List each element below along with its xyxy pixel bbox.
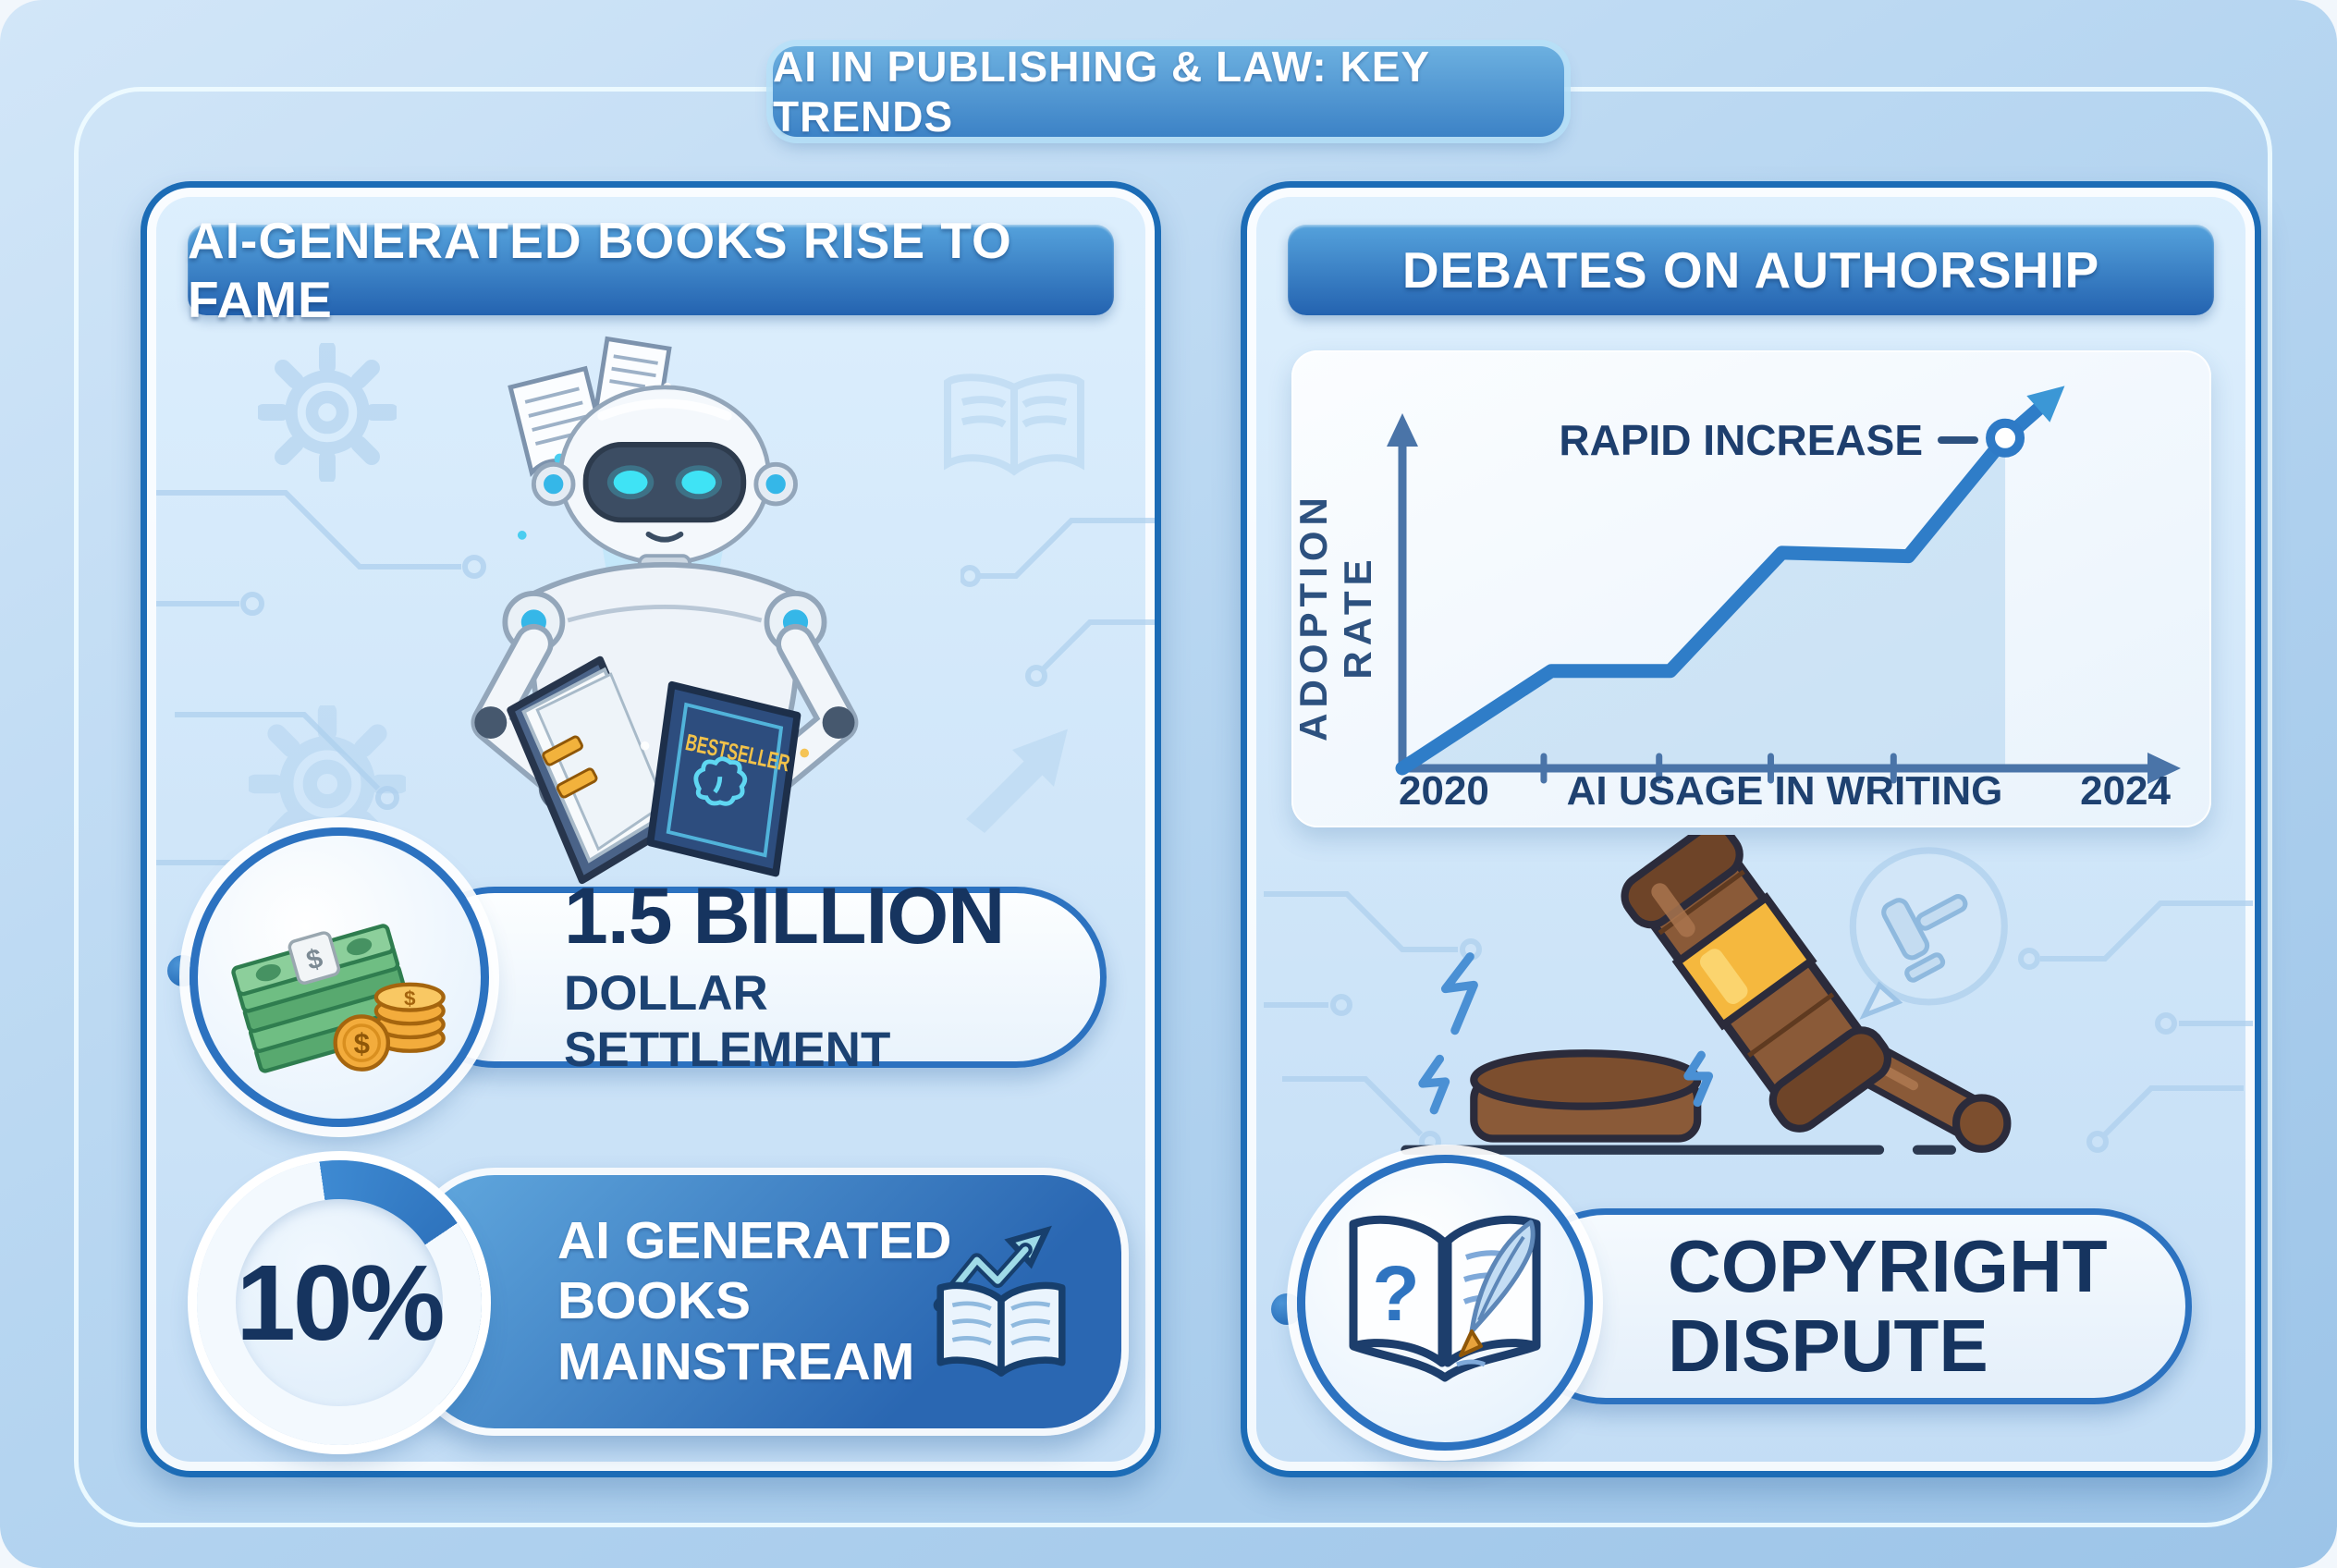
mainstream-line: MAINSTREAM: [557, 1331, 915, 1391]
trend-marker: [1986, 418, 2025, 458]
ten-percent-value: 10%: [236, 1199, 446, 1406]
title-banner: AI IN PUBLISHING & LAW: KEY TRENDS: [773, 43, 1564, 141]
ten-percent-donut: 10%: [197, 1160, 482, 1445]
page-title: AI IN PUBLISHING & LAW: KEY TRENDS: [773, 43, 1430, 141]
x-axis-title: AI USAGE IN WRITING: [1566, 768, 2003, 814]
circuit-trace-icon: [2018, 900, 2253, 1153]
mainstream-line: BOOKS: [557, 1271, 752, 1331]
annotation-connector: [1938, 436, 1978, 444]
x-tick-label-start: 2020: [1399, 768, 1489, 814]
settlement-stat-pill: 1.5 BILLION DOLLAR SETTLEMENT: [404, 876, 1107, 1077]
left-panel: AI-GENERATED BOOKS RISE TO FAME: [141, 181, 1161, 1477]
book-question-quill-icon: ?: [1349, 1215, 1541, 1382]
x-axis-labels: 2020 AI USAGE IN WRITING 2024: [1399, 768, 2171, 815]
settlement-label: DOLLAR SETTLEMENT: [564, 966, 891, 1077]
robot-reading-book-illustration: BESTSELLER: [471, 336, 859, 885]
growth-arrow-icon: [966, 729, 1068, 833]
x-tick-label-end: 2024: [2080, 768, 2171, 814]
bestseller-book: BESTSELLER: [507, 655, 810, 885]
annotation-text: RAPID INCREASE: [1559, 416, 1923, 464]
adoption-chart-card: ADOPTION RATE RAPID INCREASE 2020 AI USA…: [1291, 350, 2211, 827]
gavel-illustration: [1401, 835, 2012, 1155]
chart-annotation: RAPID INCREASE: [1559, 415, 1978, 465]
svg-text:$: $: [354, 1027, 370, 1060]
adoption-line-chart: [1387, 386, 2181, 784]
robot-smile: [645, 532, 684, 543]
right-panel-header: DEBATES ON AUTHORSHIP: [1288, 225, 2214, 315]
trend-arrowhead: [2026, 386, 2065, 423]
left-panel-header: AI-GENERATED BOOKS RISE TO FAME: [188, 212, 1114, 328]
impact-sparks: [1418, 952, 1714, 1115]
svg-text:?: ?: [1372, 1250, 1419, 1337]
robot-eye: [613, 471, 648, 495]
mainstream-stat-pill: AI GENERATED BOOKS MAINSTREAM: [410, 1168, 1129, 1436]
quill-icon: [1456, 1219, 1536, 1367]
settlement-icon-circle: $ $ $: [190, 827, 489, 1127]
copyright-icon-circle: ?: [1297, 1155, 1593, 1451]
mainstream-line: AI GENERATED: [557, 1210, 952, 1270]
trend-area: [1402, 437, 2006, 768]
robot-eye: [681, 471, 716, 495]
gavel-head: [1621, 835, 1892, 1133]
x-axis-arrowhead: [2147, 753, 2181, 784]
robot-head: [531, 385, 798, 566]
svg-text:$: $: [404, 986, 416, 1010]
circuit-trace-icon: [960, 518, 1155, 687]
open-book-growth-icon: [933, 1225, 1066, 1377]
copyright-stat-pill: COPYRIGHT DISPUTE: [1508, 1208, 2192, 1404]
right-panel-title: DEBATES ON AUTHORSHIP: [1401, 241, 2100, 299]
copyright-line: COPYRIGHT: [1668, 1224, 2108, 1307]
coin-stack: $ $: [333, 982, 446, 1072]
speech-bubble-gavel-icon: [1849, 847, 2008, 1021]
y-axis-label: ADOPTION RATE: [1291, 492, 1379, 741]
gear-icon: [258, 343, 397, 482]
settlement-value: 1.5 BILLION: [564, 872, 1005, 961]
left-panel-title: AI-GENERATED BOOKS RISE TO FAME: [188, 212, 1012, 328]
sound-block: [1470, 1049, 1702, 1143]
money-stack-icon: $ $ $: [231, 924, 446, 1073]
book-outline-icon: [944, 374, 1084, 476]
y-axis-arrowhead: [1387, 413, 1418, 447]
copyright-line: DISPUTE: [1668, 1305, 1988, 1387]
glowing-brain-icon: [693, 756, 748, 806]
right-panel: DEBATES ON AUTHORSHIP ADOPTION RATE RAPI…: [1241, 181, 2261, 1477]
circuit-trace-icon: [1264, 891, 1482, 1153]
